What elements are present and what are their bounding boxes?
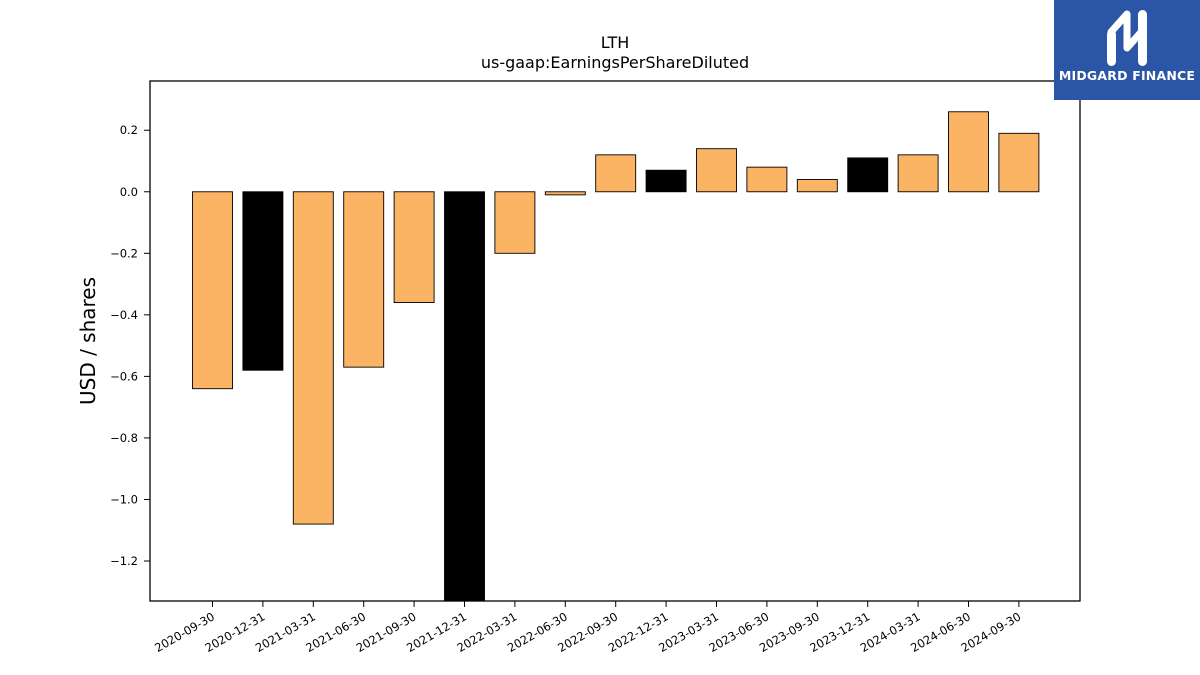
chart-title: LTH — [601, 33, 630, 52]
bar-2022-12-31 — [645, 169, 687, 193]
bar-2023-09-30 — [796, 179, 838, 193]
y-tick-label: 0.2 — [120, 123, 138, 137]
plot-frame — [149, 80, 1081, 602]
bar-2024-09-30 — [998, 132, 1040, 193]
y-tick-label: −1.0 — [110, 492, 138, 506]
bars-group — [192, 111, 1040, 602]
bar-2023-06-30 — [746, 166, 788, 193]
y-ticks-group: 0.2 0.0 −0.2 −0.4 −0.6 −0.8 −1.0 −1.2 — [110, 123, 150, 568]
brand-name: MIDGARD FINANCE — [1058, 68, 1196, 83]
y-tick-label: −0.8 — [110, 431, 138, 445]
chart-subtitle: us-gaap:EarningsPerShareDiluted — [481, 53, 749, 72]
bar-2022-03-31 — [494, 191, 536, 254]
midgard-logo-icon — [1107, 10, 1147, 66]
bar-2021-12-31 — [444, 191, 485, 602]
bar-2024-06-30 — [948, 111, 989, 193]
y-tick-label: −0.6 — [110, 369, 138, 383]
bar-2020-09-30 — [192, 191, 233, 390]
y-axis-label: USD / shares — [76, 277, 100, 405]
bar-2022-06-30 — [544, 191, 586, 196]
y-tick-label: −0.4 — [110, 308, 138, 322]
bar-2023-12-31 — [847, 157, 889, 193]
bar-2024-03-31 — [897, 154, 939, 193]
y-tick-label: −0.2 — [110, 246, 138, 260]
x-ticks-group: 2020-09-302020-12-312021-03-312021-06-30… — [152, 601, 1023, 655]
bar-2020-12-31 — [242, 191, 284, 371]
y-tick-label: 0.0 — [120, 185, 138, 199]
y-tick-label: −1.2 — [110, 554, 138, 568]
bar-2022-09-30 — [595, 154, 637, 193]
bar-2021-06-30 — [343, 191, 385, 368]
bar-2023-03-31 — [696, 148, 737, 193]
bar-2021-09-30 — [393, 191, 435, 303]
brand-logo: MIDGARD FINANCE — [1054, 0, 1200, 100]
bar-2021-03-31 — [292, 191, 334, 525]
